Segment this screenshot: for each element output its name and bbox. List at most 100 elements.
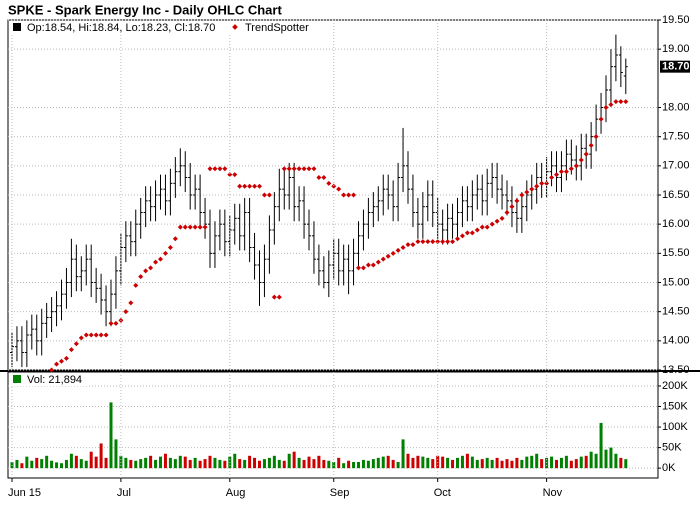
volume-bar: [253, 457, 257, 469]
trend-marker: [618, 99, 624, 105]
volume-bar: [69, 453, 73, 469]
trend-marker: [68, 347, 74, 353]
y-tick-label: 18.00: [662, 101, 690, 113]
volume-bar: [163, 453, 167, 469]
trend-marker: [261, 192, 267, 198]
volume-bar: [312, 459, 316, 469]
volume-bar: [159, 456, 162, 469]
trend-marker: [405, 242, 411, 248]
volume-bar: [599, 422, 603, 469]
volume-bar: [287, 453, 291, 469]
volume-bar: [79, 459, 83, 469]
volume-bar: [277, 459, 281, 469]
volume-bar: [317, 455, 321, 469]
volume-bar: [406, 453, 410, 469]
trend-marker: [509, 204, 515, 210]
trend-marker: [331, 183, 337, 189]
trend-marker: [167, 245, 173, 250]
trend-marker: [608, 102, 614, 108]
trend-marker: [549, 175, 555, 180]
trend-marker: [98, 332, 104, 338]
trend-marker: [390, 250, 396, 256]
trend-marker: [83, 332, 89, 338]
volume-bar: [74, 455, 78, 469]
volume-bar: [243, 459, 247, 469]
trend-marker: [326, 180, 332, 186]
trend-marker: [78, 335, 84, 341]
x-tick-label: Jun 15: [8, 487, 41, 499]
volume-bar: [84, 460, 88, 469]
trend-marker: [583, 151, 589, 157]
trend-marker: [113, 320, 119, 326]
trend-marker: [494, 218, 500, 224]
trend-marker: [410, 242, 416, 248]
trend-marker: [430, 239, 436, 245]
volume-bar: [396, 461, 400, 469]
volume-bar: [208, 455, 212, 469]
trend-marker: [54, 361, 60, 367]
volume-bar: [495, 457, 499, 469]
x-tick-label: Aug: [226, 487, 246, 499]
volume-bar: [64, 459, 68, 469]
trend-marker: [544, 180, 550, 186]
volume-bar: [485, 457, 489, 469]
trend-marker: [504, 210, 510, 215]
volume-bar: [347, 460, 351, 469]
trend-marker: [301, 166, 307, 172]
volume-bar: [198, 460, 202, 469]
volume-bar: [416, 455, 420, 469]
trend-marker: [123, 309, 129, 315]
trend-marker: [455, 236, 460, 242]
volume-bar: [401, 439, 405, 469]
trend-marker: [375, 259, 381, 265]
volume-bar: [357, 461, 360, 469]
volume-bar: [114, 439, 118, 469]
trend-marker: [49, 367, 55, 373]
volume-bar: [218, 459, 222, 469]
volume-bar: [500, 460, 504, 469]
trend-marker: [598, 116, 604, 122]
volume-bar: [119, 455, 123, 469]
volume-bar: [322, 459, 326, 469]
trend-marker: [291, 166, 297, 172]
volume-bar: [584, 455, 588, 469]
trend-marker: [539, 180, 545, 186]
trend-marker: [266, 192, 272, 198]
volume-bar: [436, 455, 440, 469]
trend-marker: [445, 239, 451, 245]
trend-marker: [489, 221, 495, 227]
volume-bar: [515, 457, 519, 469]
volume-bar: [99, 443, 103, 469]
trend-marker: [63, 355, 69, 361]
trend-marker: [162, 250, 168, 256]
trend-marker: [59, 358, 64, 364]
volume-bar: [144, 457, 148, 469]
volume-bar: [307, 456, 311, 469]
trend-marker: [519, 192, 525, 198]
x-tick-label: Oct: [434, 487, 451, 499]
volume-bar: [470, 456, 474, 469]
trend-marker: [563, 169, 569, 175]
volume-bar: [129, 459, 133, 469]
volume-bar: [139, 459, 143, 469]
trend-marker: [158, 256, 163, 262]
trend-marker: [177, 224, 183, 230]
trend-marker: [73, 341, 79, 347]
trend-marker: [464, 230, 470, 236]
volume-bar: [60, 463, 63, 469]
volume-bar: [178, 455, 182, 469]
trend-marker: [435, 239, 441, 245]
trend-marker: [133, 282, 139, 288]
y-tick-label: 0K: [662, 462, 676, 474]
trend-marker: [138, 274, 144, 280]
volume-bar: [569, 460, 573, 469]
trend-marker: [365, 262, 371, 268]
volume-bar: [391, 459, 395, 469]
trend-marker: [351, 192, 357, 198]
y-tick-label: 200K: [662, 380, 688, 392]
volume-bar: [441, 456, 445, 469]
volume-bar: [559, 457, 563, 469]
trend-marker: [400, 245, 406, 250]
trend-marker: [558, 169, 564, 175]
trend-marker: [271, 294, 277, 300]
